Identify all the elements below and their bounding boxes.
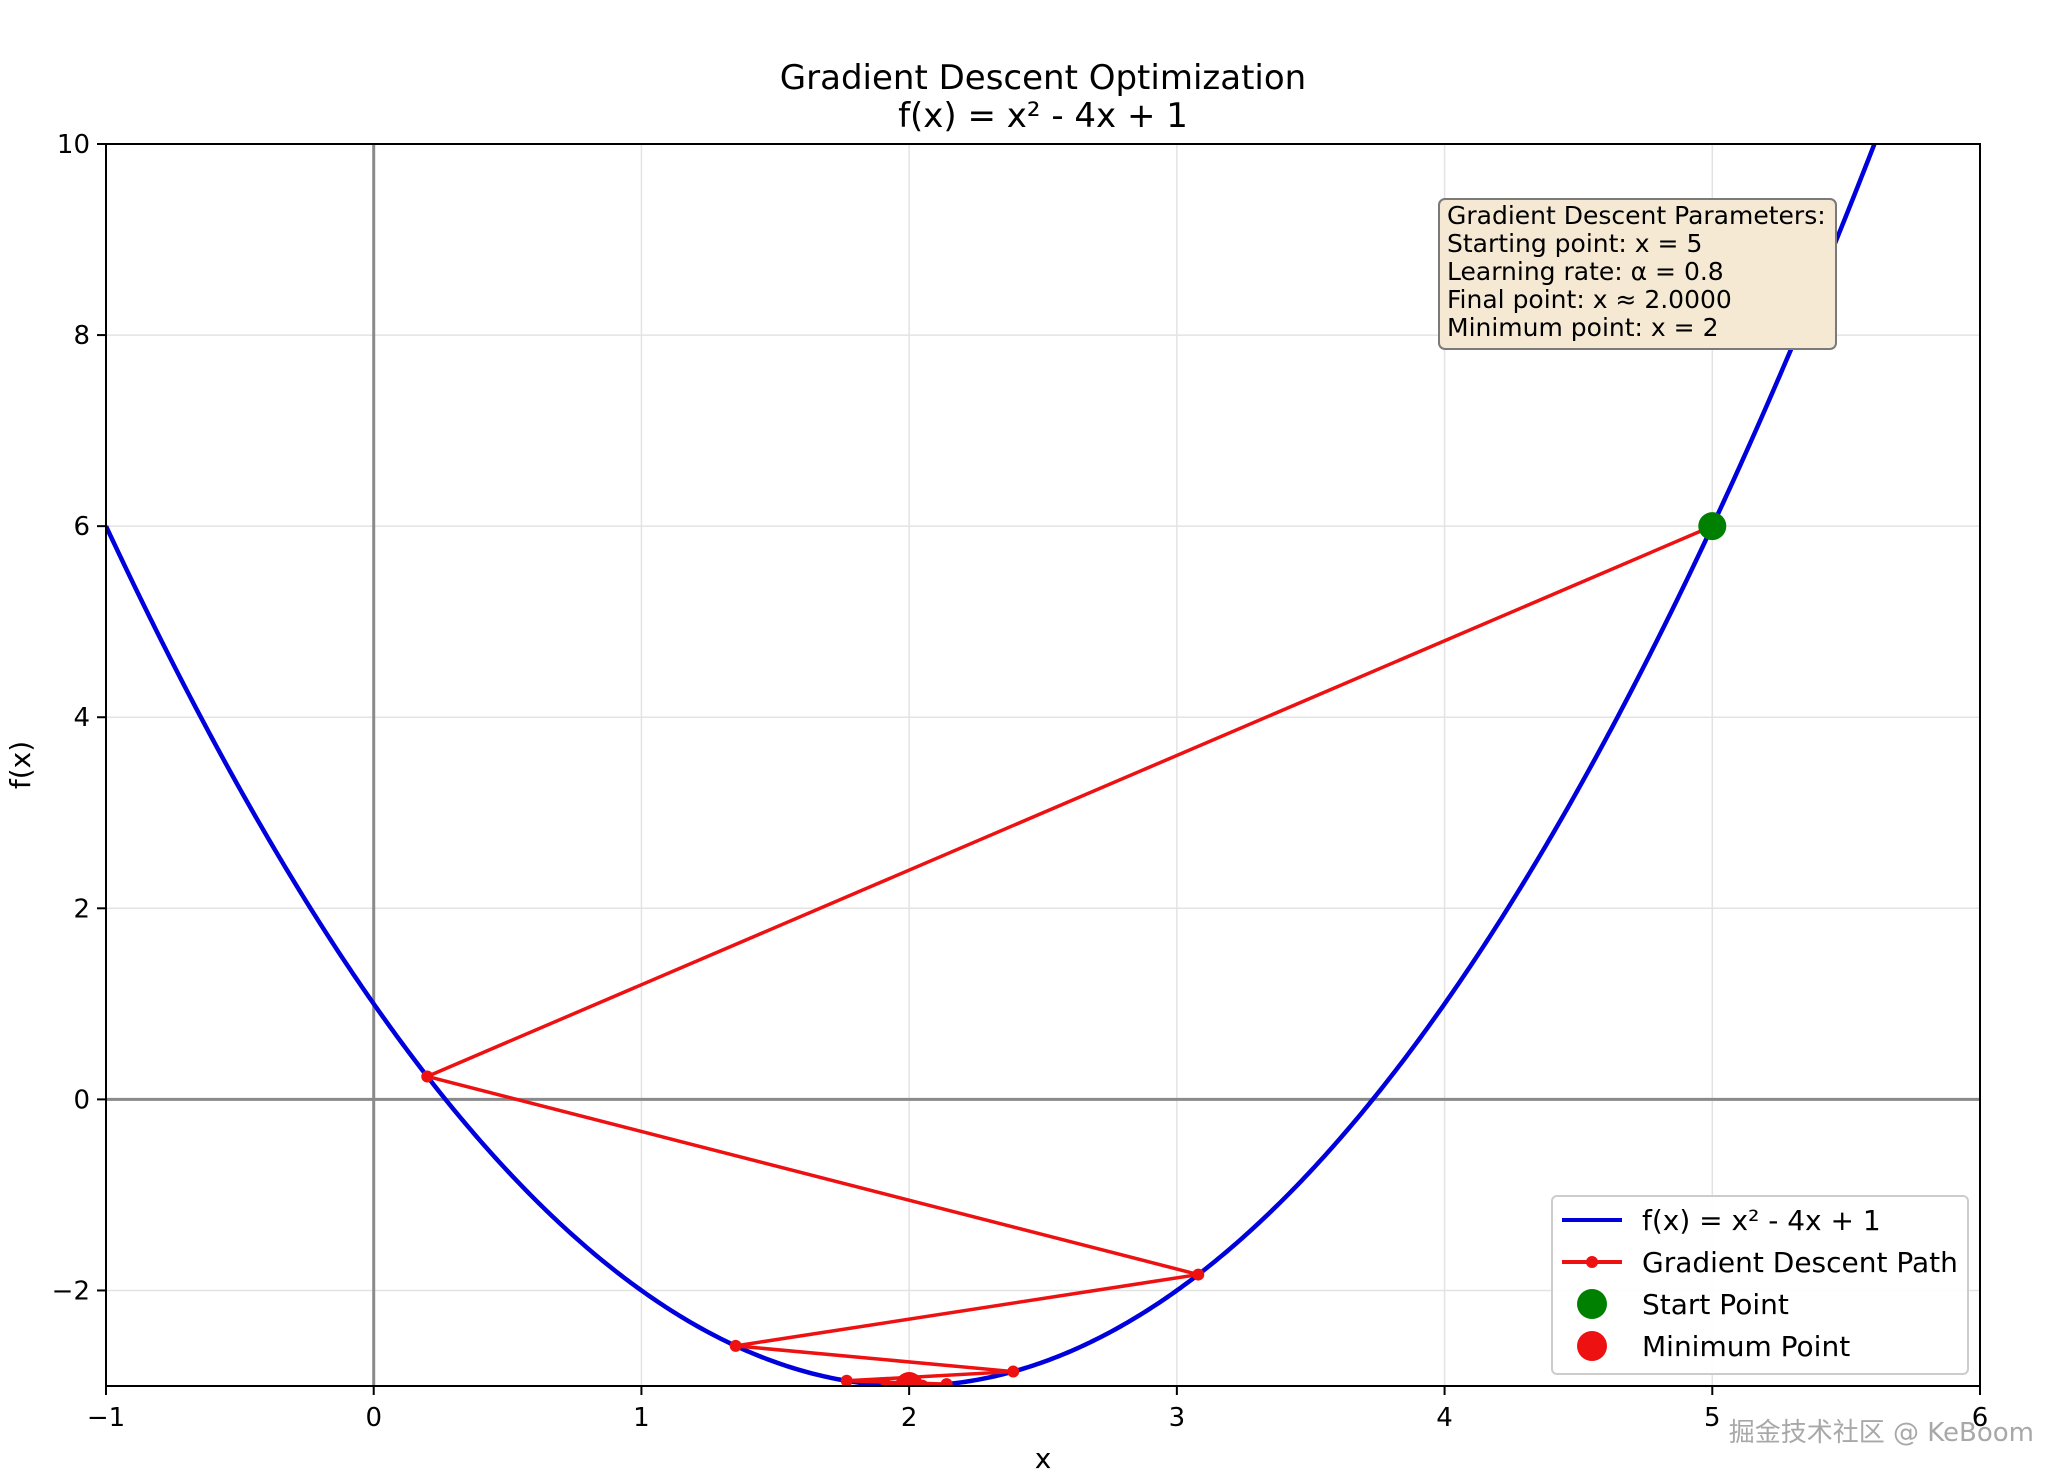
legend-label-curve: f(x) = x² - 4x + 1 [1642, 1204, 1881, 1237]
plot-frame [105, 143, 1981, 1387]
y-tick-label: 0 [73, 1085, 90, 1115]
descent-path-point [840, 1374, 853, 1386]
y-axis-label: f(x) [4, 741, 37, 789]
descent-path-point [421, 1070, 434, 1083]
descent-path-point [729, 1339, 742, 1352]
x-axis-label: x [1035, 1442, 1052, 1472]
axis-ticks: −1 0 1 2 3 4 5 6 −2 0 2 4 6 8 10 [52, 130, 1989, 1433]
chart-subtitle: f(x) = x² - 4x + 1 [898, 96, 1188, 136]
descent-path-point [1192, 1268, 1205, 1281]
legend: f(x) = x² - 4x + 1 Gradient Descent Path… [1551, 1195, 1969, 1375]
info-line-title: Gradient Descent Parameters: [1447, 201, 1826, 230]
info-line-start: Starting point: x = 5 [1447, 229, 1702, 258]
x-tick-label: 1 [633, 1403, 650, 1433]
y-tick-label: 4 [73, 703, 90, 733]
zero-axis-lines [106, 144, 1980, 1386]
info-box: Gradient Descent Parameters: Starting po… [1438, 198, 1837, 350]
legend-start-marker [1577, 1289, 1607, 1319]
y-tick-label: 2 [73, 894, 90, 924]
legend-label-path: Gradient Descent Path [1642, 1246, 1958, 1279]
start-point-marker [1698, 512, 1727, 541]
y-tick-label: 10 [57, 130, 90, 160]
legend-label-minimum: Minimum Point [1642, 1330, 1850, 1363]
x-tick-label: 4 [1436, 1403, 1453, 1433]
function-curve [106, 144, 1877, 1386]
x-tick-label: 5 [1704, 1403, 1721, 1433]
x-tick-label: 2 [901, 1403, 918, 1433]
info-line-learning-rate: Learning rate: α = 0.8 [1447, 257, 1724, 286]
x-tick-label: −1 [87, 1403, 125, 1433]
descent-path-point [880, 1379, 893, 1386]
minimum-point-marker [895, 1372, 924, 1386]
info-line-final: Final point: x ≈ 2.0000 [1447, 285, 1732, 314]
info-box-background [1438, 198, 1837, 350]
y-tick-label: −2 [52, 1276, 90, 1306]
legend-minimum-marker [1577, 1331, 1607, 1361]
legend-box [1551, 1195, 1969, 1375]
x-tick-label: 0 [365, 1403, 382, 1433]
descent-path-point [940, 1378, 953, 1386]
y-tick-label: 6 [73, 512, 90, 542]
x-tick-label: 3 [1169, 1403, 1186, 1433]
chart-title: Gradient Descent Optimization [780, 58, 1306, 98]
legend-path-marker [1586, 1256, 1598, 1268]
x-tick-label: 6 [1972, 1403, 1989, 1433]
watermark: 掘金技术社区 @ KeBoom [1729, 1418, 2034, 1448]
y-tick-label: 8 [73, 321, 90, 351]
descent-path-point [1007, 1365, 1020, 1378]
info-line-minimum: Minimum point: x = 2 [1447, 313, 1718, 342]
legend-label-start: Start Point [1642, 1288, 1789, 1321]
